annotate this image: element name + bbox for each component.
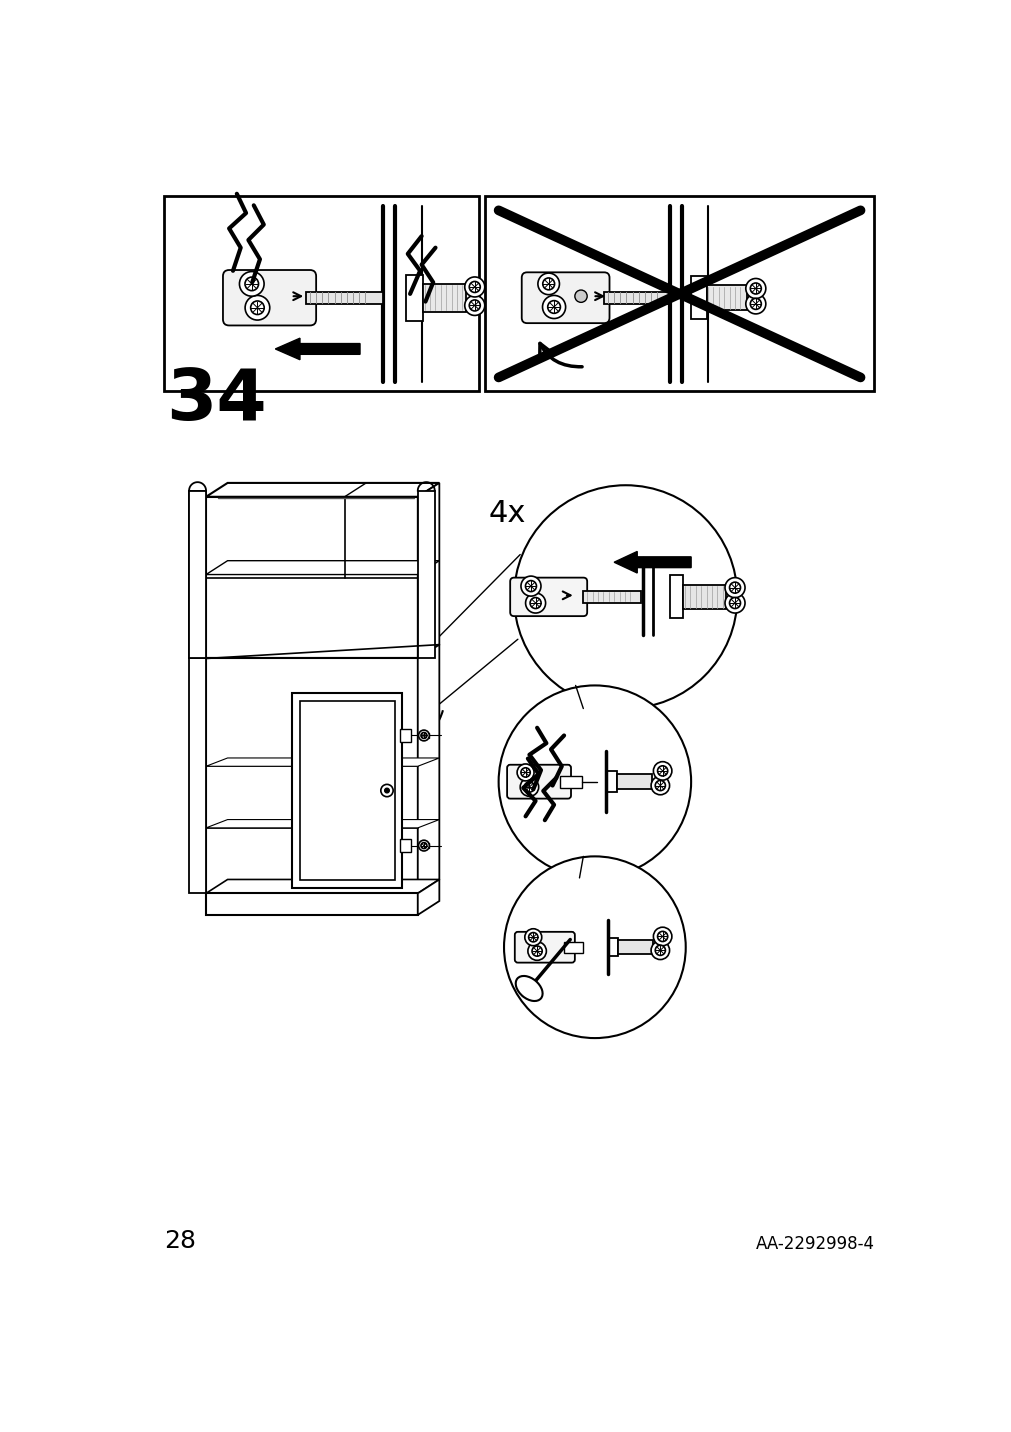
Bar: [563, 942, 582, 952]
Ellipse shape: [516, 977, 542, 1001]
Polygon shape: [206, 483, 439, 497]
Polygon shape: [206, 561, 439, 574]
Circle shape: [653, 762, 671, 780]
Bar: [606, 770, 617, 792]
Circle shape: [521, 768, 530, 778]
Bar: [164, 196, 479, 391]
Circle shape: [524, 782, 534, 792]
Bar: [682, 584, 725, 609]
Circle shape: [530, 597, 541, 609]
Circle shape: [525, 580, 536, 591]
FancyBboxPatch shape: [510, 577, 586, 616]
Circle shape: [245, 278, 258, 291]
Polygon shape: [418, 491, 435, 659]
Circle shape: [724, 577, 744, 597]
Circle shape: [729, 597, 740, 609]
Circle shape: [528, 932, 538, 942]
Circle shape: [745, 294, 765, 314]
Circle shape: [650, 941, 669, 959]
Bar: [609, 938, 618, 957]
Circle shape: [653, 927, 671, 945]
Circle shape: [521, 576, 541, 596]
FancyBboxPatch shape: [522, 272, 609, 324]
Circle shape: [525, 929, 541, 945]
Bar: [399, 729, 410, 742]
Bar: [560, 776, 581, 788]
Circle shape: [245, 295, 270, 321]
Bar: [582, 591, 640, 603]
Circle shape: [525, 593, 545, 613]
Bar: [706, 285, 746, 311]
FancyBboxPatch shape: [515, 932, 574, 962]
Text: AA-2292998-4: AA-2292998-4: [754, 1234, 874, 1253]
Circle shape: [654, 945, 665, 955]
Circle shape: [469, 282, 480, 292]
Bar: [305, 292, 383, 304]
Polygon shape: [189, 491, 206, 659]
Bar: [299, 700, 394, 881]
Circle shape: [503, 856, 685, 1038]
Circle shape: [532, 947, 542, 957]
Polygon shape: [206, 758, 439, 766]
Polygon shape: [614, 551, 691, 573]
Circle shape: [749, 298, 760, 309]
FancyBboxPatch shape: [222, 271, 315, 325]
Circle shape: [469, 299, 480, 311]
Circle shape: [517, 763, 534, 780]
Polygon shape: [418, 879, 439, 915]
Circle shape: [498, 686, 691, 878]
Circle shape: [464, 276, 484, 296]
Circle shape: [419, 841, 429, 851]
Polygon shape: [418, 483, 439, 659]
Bar: [691, 276, 706, 319]
Circle shape: [380, 785, 392, 796]
Polygon shape: [189, 491, 206, 659]
Bar: [423, 284, 465, 312]
Bar: [669, 576, 682, 619]
Circle shape: [240, 272, 264, 296]
Bar: [228, 276, 309, 319]
Polygon shape: [206, 659, 418, 894]
Polygon shape: [206, 819, 439, 828]
Polygon shape: [206, 497, 418, 659]
Circle shape: [657, 931, 667, 941]
Polygon shape: [206, 879, 439, 894]
Circle shape: [657, 766, 667, 776]
Circle shape: [251, 301, 264, 315]
Bar: [405, 275, 423, 321]
Text: 4x: 4x: [488, 498, 526, 527]
Circle shape: [538, 274, 559, 295]
Circle shape: [745, 278, 765, 298]
Circle shape: [421, 733, 427, 739]
Bar: [484, 196, 874, 391]
Circle shape: [724, 593, 744, 613]
Circle shape: [419, 730, 429, 740]
Circle shape: [528, 942, 546, 961]
Bar: [617, 773, 651, 789]
Text: 34: 34: [166, 367, 267, 435]
Circle shape: [654, 780, 665, 790]
Circle shape: [514, 485, 737, 709]
Circle shape: [384, 788, 389, 793]
Bar: [618, 941, 652, 954]
Circle shape: [421, 842, 427, 849]
Bar: [399, 839, 410, 852]
Circle shape: [520, 778, 538, 796]
Bar: [604, 292, 669, 304]
Circle shape: [650, 776, 669, 795]
Bar: [292, 693, 402, 888]
Circle shape: [547, 301, 560, 314]
Circle shape: [542, 278, 554, 289]
Circle shape: [464, 295, 484, 315]
Polygon shape: [418, 644, 439, 894]
Polygon shape: [206, 894, 418, 915]
Circle shape: [574, 291, 586, 302]
FancyBboxPatch shape: [507, 765, 570, 799]
Polygon shape: [275, 338, 360, 359]
Circle shape: [729, 583, 740, 593]
Circle shape: [749, 284, 760, 294]
Circle shape: [542, 295, 565, 318]
Polygon shape: [189, 659, 206, 894]
Text: 28: 28: [164, 1229, 195, 1253]
